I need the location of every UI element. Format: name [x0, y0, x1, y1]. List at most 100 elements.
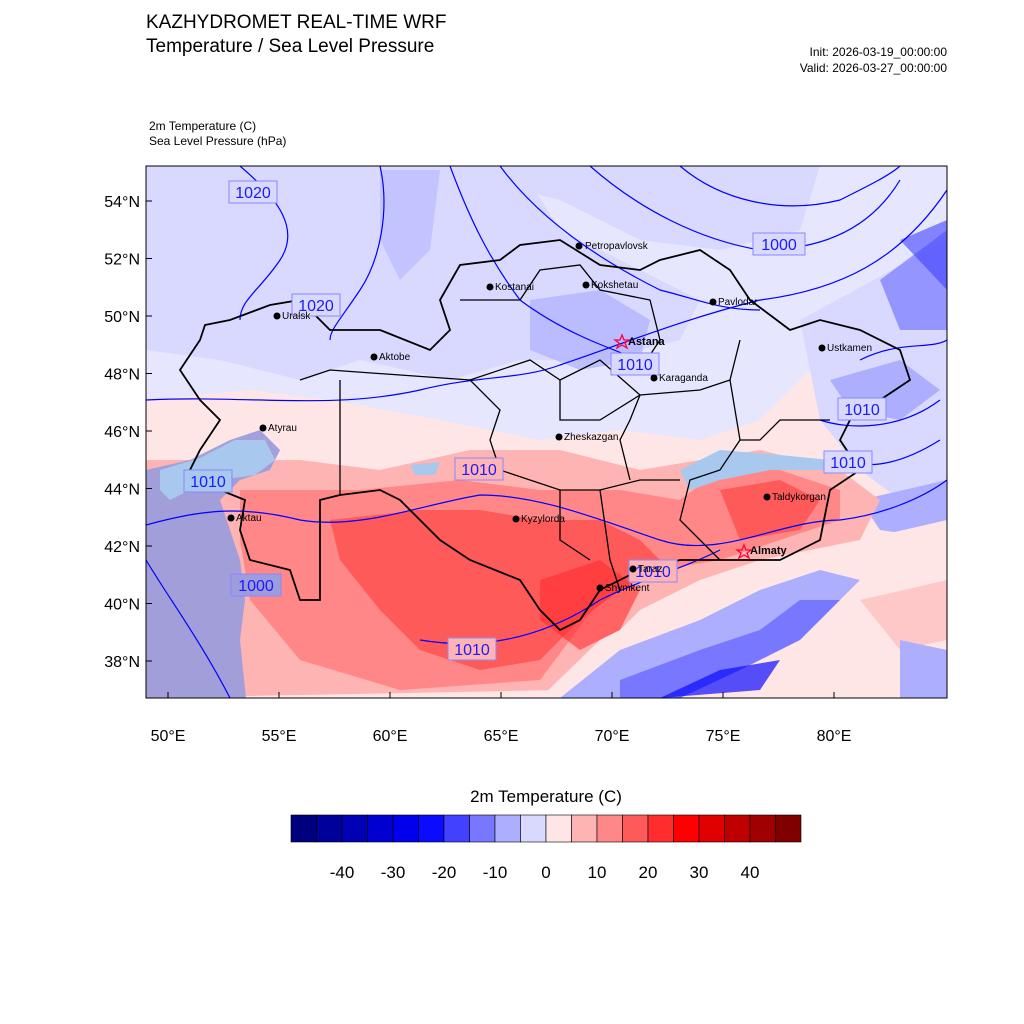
svg-text:Aktau: Aktau — [236, 513, 262, 524]
svg-text:1020: 1020 — [298, 298, 334, 315]
colorbar-swatch — [698, 814, 725, 843]
lat-tick-label: 38°N — [104, 654, 140, 671]
lat-tick-label: 40°N — [104, 597, 140, 614]
lon-tick-label: 60°E — [373, 728, 408, 745]
lon-tick-label: 65°E — [484, 728, 519, 745]
svg-text:Aktobe: Aktobe — [379, 352, 411, 363]
init-time: Init: 2026-03-19_00:00:00 — [809, 45, 947, 59]
isobar-label: 1020 — [228, 180, 278, 204]
colorbar-swatch — [418, 814, 445, 843]
svg-text:1010: 1010 — [617, 357, 653, 374]
map-subtitle: Temperature / Sea Level Pressure — [146, 36, 435, 57]
colorbar-swatch — [545, 814, 572, 843]
colorbar-tick-label: 30 — [690, 863, 709, 882]
svg-text:Zheskazgan: Zheskazgan — [564, 432, 618, 443]
map-frame — [145, 165, 948, 699]
isobar-label: 1010 — [837, 397, 887, 421]
colorbar-swatch — [520, 814, 547, 843]
colorbar-tick-label: -20 — [432, 863, 457, 882]
city-zheskazgan: Zheskazgan — [555, 432, 618, 443]
lat-tick-label: 54°N — [104, 194, 140, 211]
city-kostanai: Kostanai — [486, 282, 534, 293]
city-aktobe: Aktobe — [370, 352, 411, 363]
colorbar-swatch — [724, 814, 751, 843]
lon-tick-label: 75°E — [706, 728, 741, 745]
svg-text:1010: 1010 — [190, 474, 226, 491]
city-shymkent: Shymkent — [596, 583, 650, 594]
lat-tick-label: 48°N — [104, 367, 140, 384]
svg-text:Almaty: Almaty — [750, 545, 788, 557]
lat-tick-label: 52°N — [104, 252, 140, 269]
colorbar-tick-label: -10 — [483, 863, 508, 882]
lon-tick-label: 50°E — [151, 728, 186, 745]
svg-text:Karaganda: Karaganda — [659, 373, 708, 384]
colorbar-swatch — [749, 814, 776, 843]
city-uralsk: Uralsk — [273, 311, 311, 322]
isobar-label: 1000 — [752, 232, 806, 256]
city-markers: Petropavlovsk Kokshetau Kostanai Pavloda… — [227, 241, 872, 594]
colorbar-tick-label: -30 — [381, 863, 406, 882]
svg-text:1010: 1010 — [461, 462, 497, 479]
field-label-temperature: 2m Temperature (C) — [149, 119, 257, 133]
lon-tick-label: 55°E — [262, 728, 297, 745]
svg-text:Taraz: Taraz — [638, 564, 662, 575]
city-pavlodar: Pavlodar — [709, 297, 758, 308]
svg-text:1010: 1010 — [830, 455, 866, 472]
city-kokshetau: Kokshetau — [582, 280, 638, 291]
colorbar-swatch — [367, 814, 394, 843]
valid-time: Valid: 2026-03-27_00:00:00 — [799, 61, 947, 75]
lat-tick-label: 44°N — [104, 482, 140, 499]
lat-tick-label: 50°N — [104, 309, 140, 326]
colorbar-swatch — [571, 814, 598, 843]
colorbar-tick-label: 20 — [639, 863, 658, 882]
city-kyzylorda: Kyzylorda — [512, 514, 565, 525]
city-taldykorgan: Taldykorgan — [763, 492, 826, 503]
svg-text:Taldykorgan: Taldykorgan — [772, 492, 826, 503]
oblast-borders — [299, 264, 830, 591]
colorbar-swatch — [443, 814, 470, 843]
svg-text:Shymkent: Shymkent — [605, 583, 650, 594]
colorbar-swatch — [290, 814, 317, 843]
colorbar-tick-label: 0 — [541, 863, 550, 882]
field-label-pressure: Sea Level Pressure (hPa) — [149, 134, 287, 148]
temperature-field — [146, 166, 947, 698]
svg-text:Ustkamen: Ustkamen — [827, 343, 872, 354]
svg-text:1000: 1000 — [761, 237, 797, 254]
svg-text:1000: 1000 — [238, 578, 274, 595]
isobar-label: 1020 — [291, 293, 341, 317]
lon-tick-label: 80°E — [817, 728, 852, 745]
colorbar-title: 2m Temperature (C) — [470, 787, 622, 806]
svg-text:Kyzylorda: Kyzylorda — [521, 514, 565, 525]
latitude-axis: 38°N 40°N 42°N 44°N 46°N 48°N 50°N 52°N 54°N — [104, 194, 152, 671]
isobar-label: 1010 — [454, 457, 504, 481]
isobar-label: 1000 — [230, 573, 282, 597]
city-taraz: Taraz — [629, 564, 662, 575]
colorbar-swatch — [647, 814, 674, 843]
city-petropavlovsk: Petropavlovsk — [575, 241, 649, 252]
city-ustkamen: Ustkamen — [818, 343, 872, 354]
svg-text:1010: 1010 — [844, 402, 880, 419]
svg-text:Atyrau: Atyrau — [268, 423, 297, 434]
svg-text:Uralsk: Uralsk — [282, 311, 311, 322]
svg-text:Petropavlovsk: Petropavlovsk — [585, 241, 649, 252]
city-atyrau: Atyrau — [259, 423, 297, 434]
isobar-label: 1010 — [610, 352, 660, 376]
isobar-label: 1010 — [823, 450, 873, 474]
svg-text:1020: 1020 — [235, 185, 271, 202]
colorbar-tick-label: -40 — [330, 863, 355, 882]
colorbar-swatch — [341, 814, 368, 843]
colorbar-tick-label: 40 — [741, 863, 760, 882]
svg-text:Pavlodar: Pavlodar — [718, 297, 758, 308]
lat-tick-label: 46°N — [104, 424, 140, 441]
borders — [178, 239, 912, 632]
svg-text:Kostanai: Kostanai — [495, 282, 534, 293]
colorbar-swatch — [596, 814, 623, 843]
isobar-label: 1010 — [447, 637, 497, 661]
svg-text:1010: 1010 — [454, 642, 490, 659]
colorbar-tick-labels: -40 -30 -20 -10 0 10 20 30 40 — [330, 863, 760, 882]
svg-text:Kokshetau: Kokshetau — [591, 280, 638, 291]
svg-text:1010: 1010 — [635, 564, 671, 581]
colorbar-tick-label: 10 — [588, 863, 607, 882]
map-title: KAZHYDROMET REAL-TIME WRF — [146, 12, 447, 33]
